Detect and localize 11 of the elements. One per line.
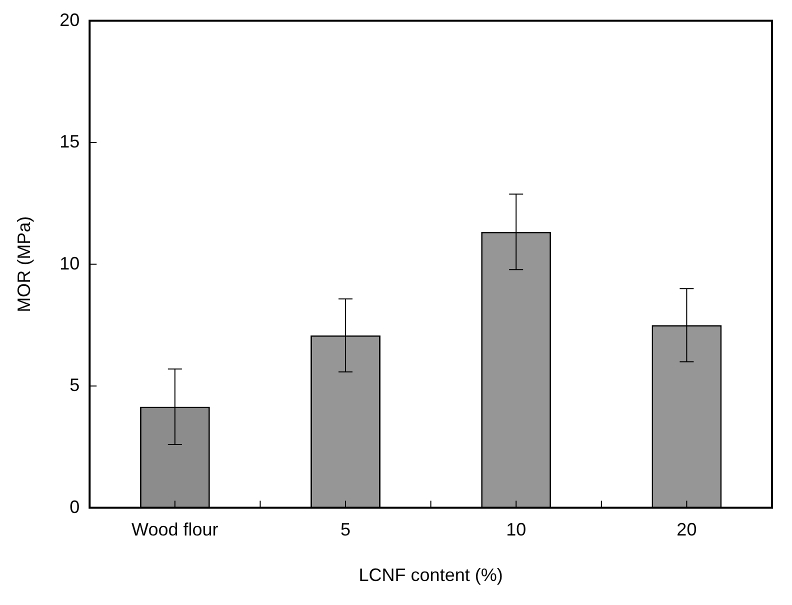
x-tick-label: Wood flour <box>132 520 218 540</box>
y-tick-label: 20 <box>60 10 80 30</box>
y-tick-label: 5 <box>70 375 80 396</box>
y-tick-label: 10 <box>60 253 80 274</box>
y-tick-label: 15 <box>60 132 80 152</box>
y-axis-title: MOR (MPa) <box>14 216 34 312</box>
x-tick-label: 20 <box>676 520 697 540</box>
x-axis-title: LCNF content (%) <box>358 565 503 586</box>
y-tick-label: 0 <box>70 496 80 517</box>
x-tick-label: 5 <box>340 520 351 540</box>
x-tick-label: 10 <box>506 520 526 540</box>
